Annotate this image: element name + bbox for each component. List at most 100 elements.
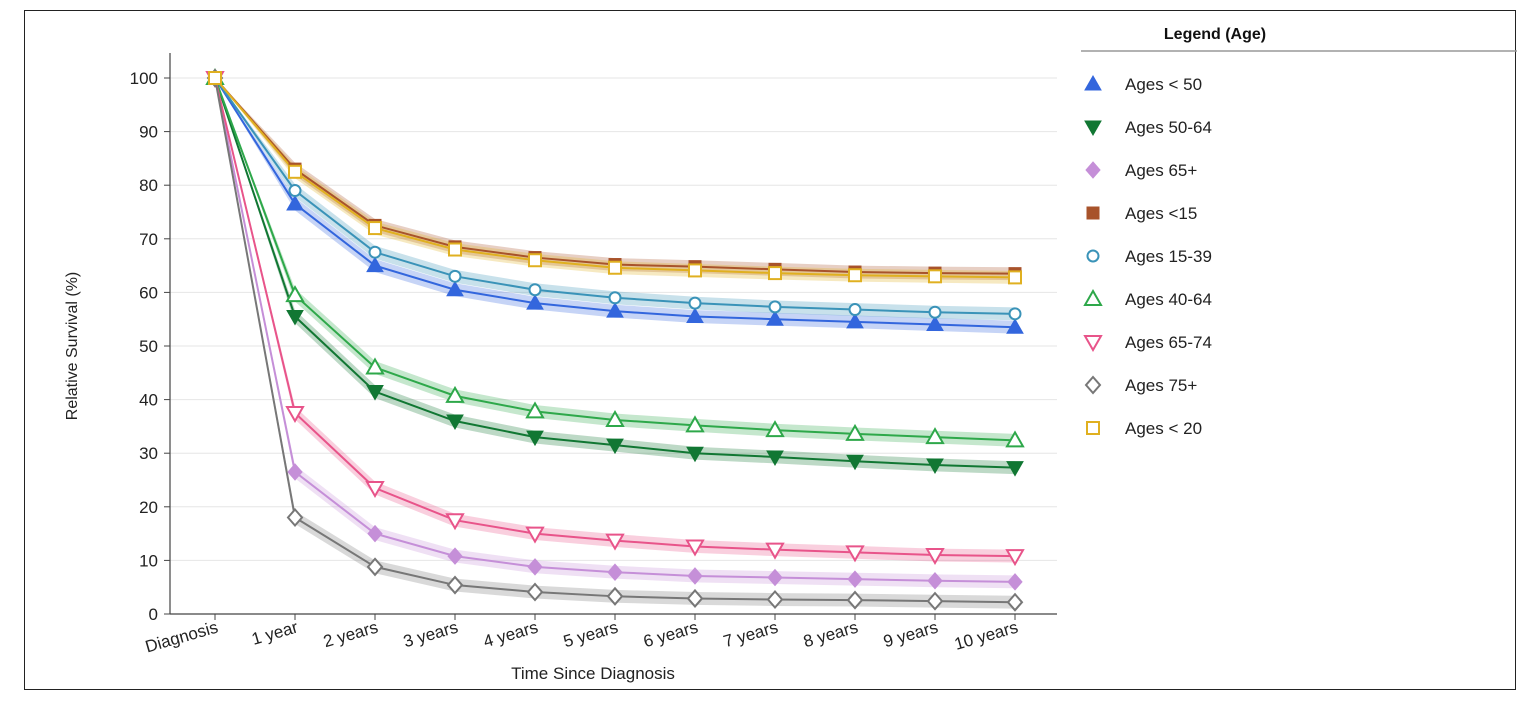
y-tick-label-0: 0 — [149, 605, 158, 624]
point-ages-65-74-6 — [685, 539, 705, 557]
point-ages-65-74-8 — [845, 545, 865, 563]
point-ages-65-7 — [767, 568, 783, 587]
point-ages-20-3 — [448, 242, 462, 257]
point-ages-50-3 — [446, 280, 464, 297]
y-tick-label-10: 10 — [139, 551, 158, 570]
point-ages-15-39-9 — [928, 305, 942, 319]
legend-label-ages-65: Ages 65+ — [1125, 161, 1197, 180]
legend-marker-ages-65 — [1085, 161, 1101, 179]
point-ages-65-9 — [927, 572, 943, 590]
point-ages-50-64-4 — [526, 430, 544, 447]
point-ages-20-4 — [528, 253, 542, 268]
point-ages-15-39-6 — [688, 296, 702, 310]
point-ages-50-10 — [1006, 318, 1024, 334]
legend-item-ages-15[interactable]: Ages <15 — [1086, 204, 1197, 223]
legend-item-ages-75[interactable]: Ages 75+ — [1084, 375, 1197, 395]
point-ages-65-3 — [447, 547, 463, 565]
legend-marker-ages-65-74 — [1083, 335, 1103, 353]
x-tick-labels: Diagnosis 1 year 2 years 3 years 4 years 5 ye… — [143, 614, 1020, 656]
legend-item-ages-40-64[interactable]: Ages 40-64 — [1083, 288, 1212, 309]
point-ages-50-64-5 — [606, 438, 624, 455]
point-ages-20-0 — [208, 71, 222, 85]
point-ages-50-4 — [526, 294, 544, 310]
legend-label-ages-75: Ages 75+ — [1125, 376, 1197, 395]
legend-marker-ages-75 — [1084, 375, 1102, 395]
y-tick-label-90: 90 — [139, 123, 158, 142]
band-ages-20 — [215, 78, 1015, 284]
legend-label-ages-15: Ages <15 — [1125, 204, 1197, 223]
point-ages-40-64-10 — [1005, 430, 1025, 448]
point-ages-50-64-8 — [846, 454, 864, 471]
point-ages-15-39-3 — [448, 269, 462, 283]
point-ages-15-39-8 — [848, 303, 862, 317]
x-tick-label-10-years: 10 years — [952, 618, 1020, 654]
legend-label-ages-50: Ages < 50 — [1125, 75, 1202, 94]
legend-item-ages-65-74[interactable]: Ages 65-74 — [1083, 333, 1212, 353]
point-ages-65-10 — [1007, 573, 1023, 591]
x-tick-label-3-years: 3 years — [401, 618, 460, 652]
point-ages-40-64-4 — [525, 401, 545, 419]
point-ages-40-64-5 — [605, 409, 625, 427]
y-tick-label-80: 80 — [139, 176, 158, 195]
point-ages-40-64-7 — [765, 420, 785, 438]
point-ages-40-64-1 — [285, 285, 305, 303]
point-ages-65-74-4 — [525, 526, 545, 544]
point-ages-65-5 — [607, 563, 623, 581]
x-tick-label-8-years: 8 years — [801, 618, 860, 652]
x-tick-label-5-years: 5 years — [561, 618, 620, 652]
point-ages-50-6 — [686, 307, 704, 324]
y-tick-labels: 0 10 20 30 40 50 60 70 80 90 100 — [130, 69, 170, 624]
y-tick-label-50: 50 — [139, 337, 158, 356]
point-ages-20-2 — [368, 221, 382, 236]
y-tick-label-70: 70 — [139, 230, 158, 249]
point-ages-50-7 — [766, 310, 784, 326]
point-ages-65-74-3 — [445, 513, 465, 531]
point-ages-15-39-7 — [768, 300, 782, 314]
x-tick-label-2-years: 2 years — [321, 618, 380, 652]
point-ages-40-64-2 — [365, 357, 385, 375]
line-ages-20 — [214, 77, 1016, 279]
point-ages-75-1 — [286, 508, 304, 528]
legend-item-ages-20[interactable]: Ages < 20 — [1086, 419, 1202, 438]
x-tick-label-6-years: 6 years — [641, 618, 700, 652]
legend-item-ages-15-39[interactable]: Ages 15-39 — [1086, 247, 1212, 266]
point-ages-15-39-1 — [288, 184, 302, 198]
line-ages-15 — [214, 77, 1016, 275]
legend-item-ages-65[interactable]: Ages 65+ — [1085, 161, 1197, 180]
x-axis-title: Time Since Diagnosis — [511, 664, 675, 683]
point-ages-50-8 — [846, 312, 864, 329]
band-ages-15-39 — [215, 78, 1015, 321]
line-ages-75 — [214, 77, 1016, 604]
point-ages-65-74-5 — [605, 533, 625, 551]
legend-marker-ages-15 — [1086, 206, 1100, 220]
legend-marker-ages-15-39 — [1086, 249, 1100, 263]
x-tick-label-9-years: 9 years — [881, 618, 940, 652]
series-markers — [205, 67, 1025, 612]
point-ages-40-64-9 — [925, 427, 945, 445]
series-lines — [214, 77, 1016, 604]
point-ages-50-64-3 — [446, 414, 464, 431]
y-tick-label-100: 100 — [130, 69, 158, 88]
point-ages-50-64-1 — [286, 310, 304, 326]
legend-label-ages-20: Ages < 20 — [1125, 419, 1202, 438]
chart-frame: 0 10 20 30 40 50 60 70 80 90 100 Diagnosis 1 year 2 … — [24, 10, 1517, 690]
band-ages-75 — [215, 78, 1015, 609]
point-ages-65-6 — [687, 567, 703, 585]
legend-title: Legend (Age) — [1164, 26, 1266, 43]
point-ages-65-74-10 — [1005, 549, 1025, 567]
point-ages-15-39-4 — [528, 283, 542, 297]
legend-marker-ages-50-64 — [1084, 120, 1102, 137]
legend-marker-ages-20 — [1086, 421, 1100, 435]
legend-item-ages-50-64[interactable]: Ages 50-64 — [1084, 118, 1212, 137]
legend-marker-ages-50 — [1084, 74, 1102, 91]
x-tick-label-1-year: 1 year — [249, 617, 300, 648]
point-ages-65-4 — [527, 558, 543, 576]
point-ages-50-64-2 — [366, 385, 384, 401]
gridlines — [170, 77, 1057, 615]
point-ages-40-64-8 — [845, 423, 865, 441]
point-ages-40-64-6 — [685, 415, 705, 433]
point-ages-75-6 — [686, 588, 704, 608]
legend-item-ages-50[interactable]: Ages < 50 — [1084, 74, 1202, 94]
point-ages-15-39-10 — [1008, 307, 1022, 321]
point-ages-20-8 — [848, 268, 862, 283]
